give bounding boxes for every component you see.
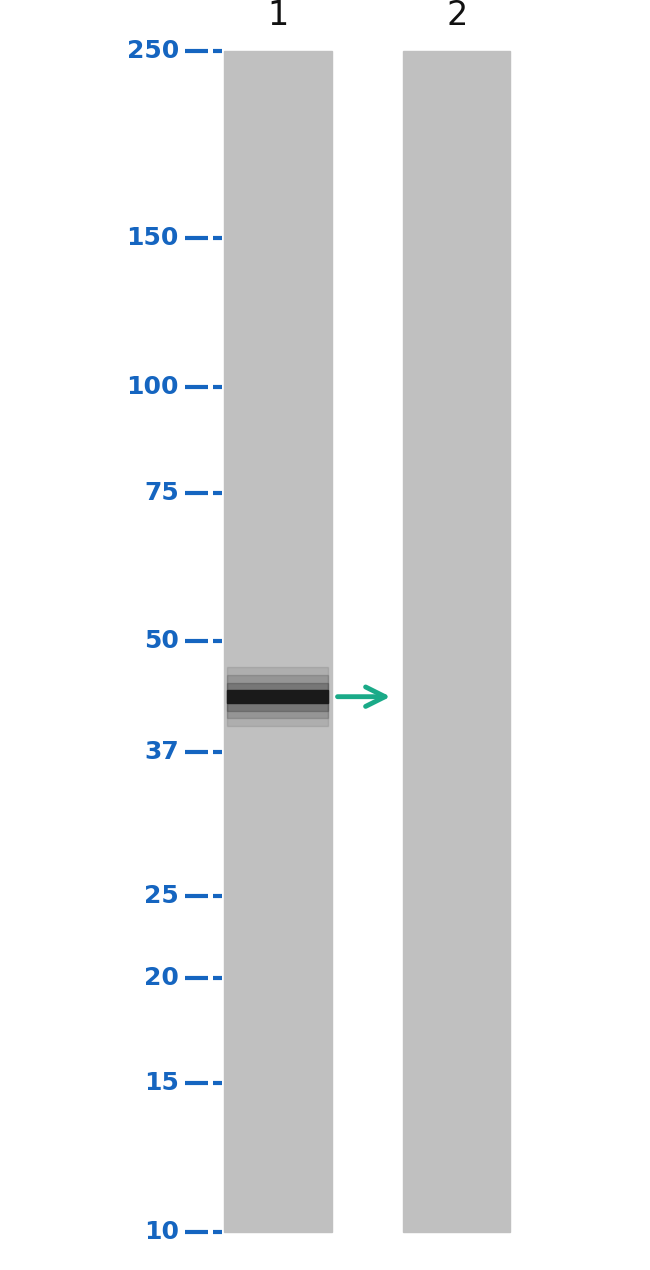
Text: 37: 37 — [144, 740, 179, 763]
Text: 75: 75 — [144, 480, 179, 504]
Bar — [227, 691, 328, 704]
Text: 25: 25 — [144, 884, 179, 908]
Text: 150: 150 — [126, 226, 179, 250]
Text: 250: 250 — [127, 39, 179, 62]
Bar — [227, 668, 328, 726]
Text: 1: 1 — [268, 0, 289, 32]
Text: 100: 100 — [126, 375, 179, 399]
Text: 15: 15 — [144, 1071, 179, 1095]
Bar — [227, 676, 328, 719]
Bar — [227, 683, 328, 711]
Text: 50: 50 — [144, 630, 179, 653]
Bar — [403, 51, 510, 1232]
Text: 10: 10 — [144, 1220, 179, 1243]
Bar — [224, 51, 332, 1232]
Text: 20: 20 — [144, 965, 179, 989]
Text: 2: 2 — [447, 0, 467, 32]
